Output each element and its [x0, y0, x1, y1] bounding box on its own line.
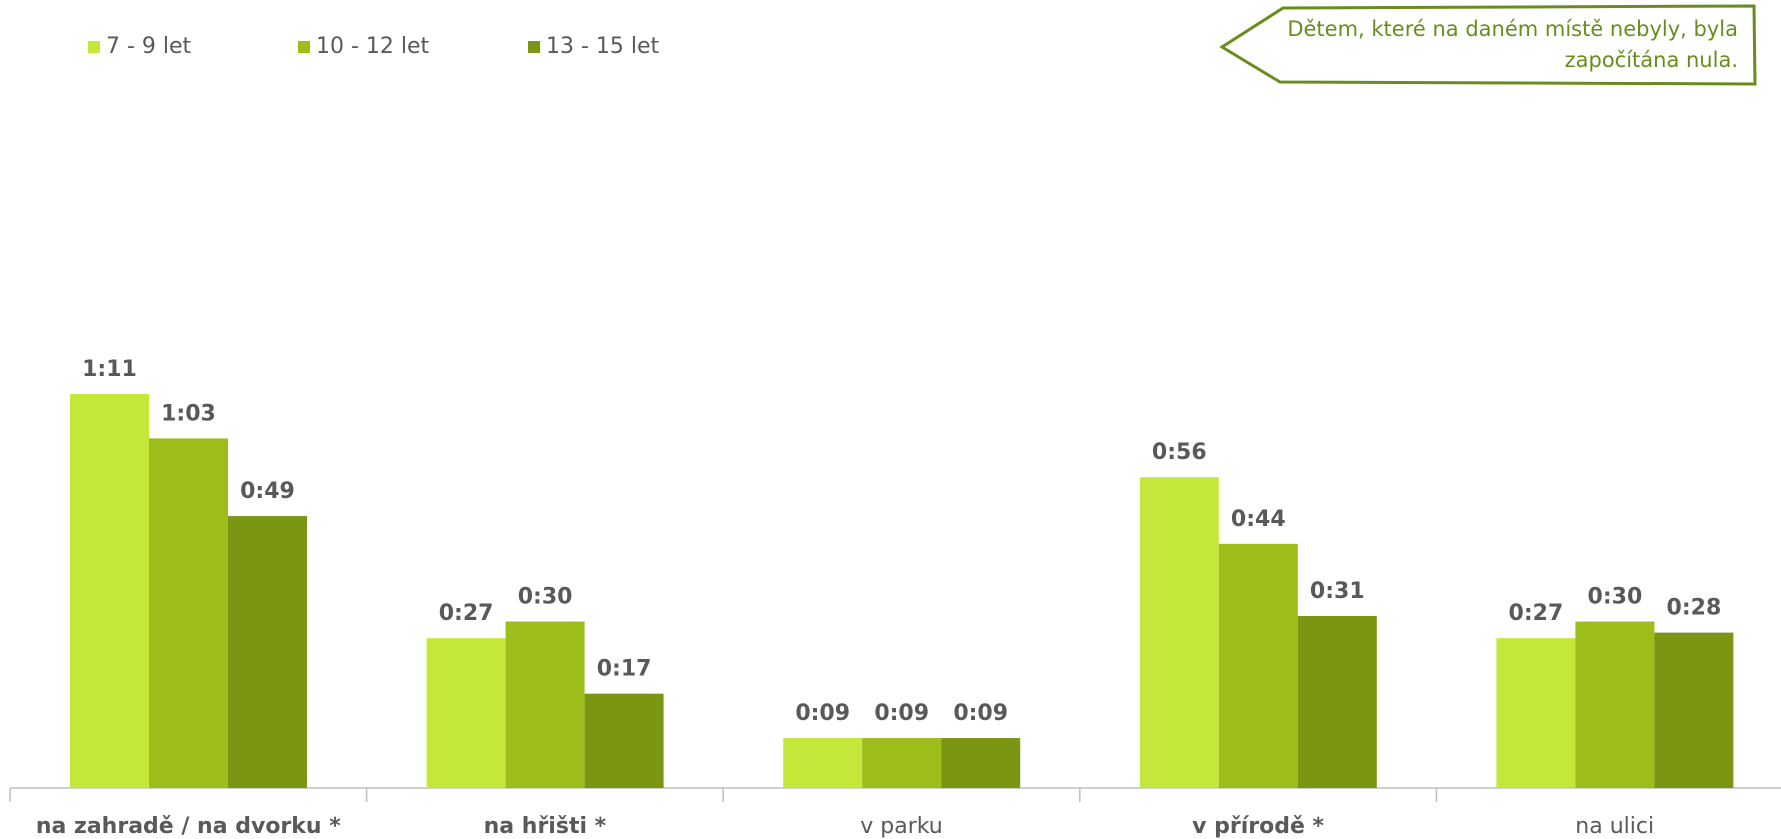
data-label: 0:17 [597, 657, 652, 682]
bar [149, 438, 228, 788]
bar [1654, 632, 1734, 788]
legend-swatch [298, 40, 310, 53]
bar [70, 394, 149, 788]
bar [228, 516, 307, 788]
x-tick-label: na ulici [1575, 814, 1654, 839]
bar [1297, 615, 1377, 788]
legend-label: 13 - 15 let [546, 34, 660, 59]
bar [783, 738, 863, 788]
legend-swatch [88, 40, 100, 53]
legend-label: 7 - 9 let [106, 34, 192, 59]
data-label: 0:30 [1588, 585, 1643, 610]
data-label: 0:28 [1667, 596, 1722, 621]
data-label: 1:03 [161, 401, 216, 426]
bar [1496, 638, 1576, 788]
bar [862, 738, 942, 788]
x-tick-label: na zahradě / na dvorku * [36, 814, 341, 839]
data-label: 0:44 [1231, 507, 1286, 532]
legend-item-7-9: 7 - 9 let [88, 34, 298, 59]
data-label: 0:31 [1310, 579, 1365, 604]
legend-item-10-12: 10 - 12 let [298, 34, 528, 59]
data-label: 0:30 [518, 585, 573, 610]
data-label: 0:09 [795, 701, 850, 726]
data-label: 0:27 [439, 601, 494, 626]
bar [941, 738, 1021, 788]
data-label: 0:27 [1509, 601, 1564, 626]
data-label: 1:11 [82, 357, 137, 382]
annotation-text: Dětem, které na daném místě nebyly, byla… [1287, 17, 1738, 72]
bar [505, 621, 585, 788]
data-label: 0:56 [1152, 440, 1207, 465]
legend: 7 - 9 let 10 - 12 let 13 - 15 let [88, 34, 659, 59]
bar [1139, 477, 1219, 788]
legend-item-13-15: 13 - 15 let [528, 34, 659, 59]
bar [1218, 543, 1298, 788]
legend-swatch [528, 40, 540, 53]
x-tick-label: v parku [860, 814, 943, 839]
bar [584, 693, 664, 788]
data-label: 0:49 [240, 479, 295, 504]
data-label: 0:09 [874, 701, 929, 726]
x-tick-label: v přírodě * [1192, 814, 1324, 839]
x-tick-label: na hřišti * [484, 814, 607, 839]
data-label: 0:09 [953, 701, 1008, 726]
bar [1575, 621, 1655, 788]
legend-label: 10 - 12 let [316, 34, 430, 59]
bar [426, 638, 506, 788]
